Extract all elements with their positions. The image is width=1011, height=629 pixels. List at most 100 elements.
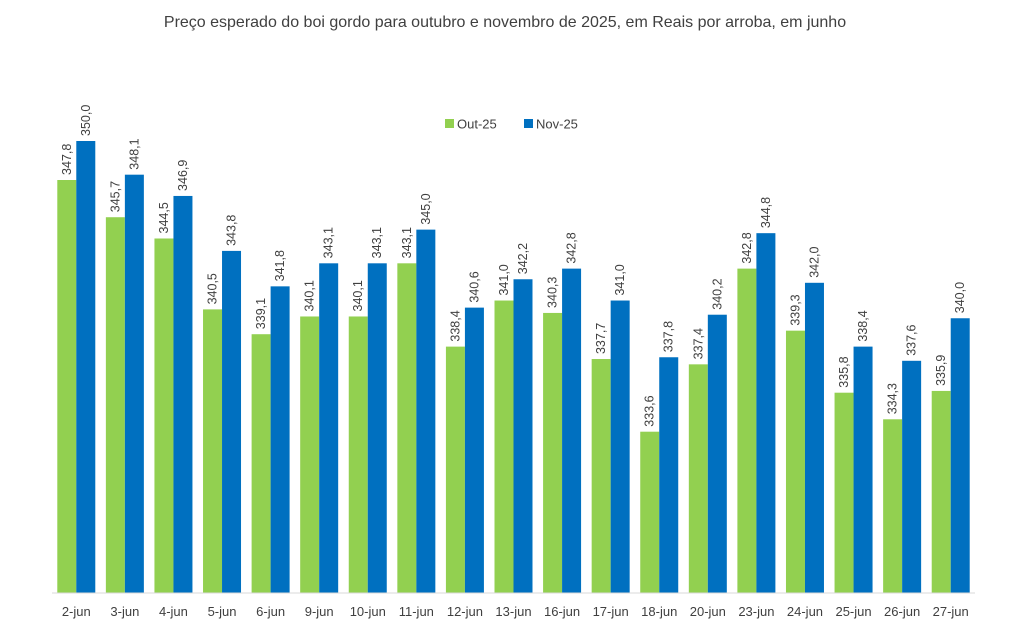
data-label-out-25-11-jun: 343,1 <box>400 227 414 258</box>
bar-out-25-3-jun <box>105 217 125 593</box>
data-label-out-25-5-jun: 340,5 <box>206 273 220 304</box>
data-label-nov-25-2-jun: 350,0 <box>79 105 93 136</box>
x-tick-label-27-jun: 27-jun <box>933 604 969 619</box>
data-label-nov-25-6-jun: 341,8 <box>273 250 287 281</box>
bar-out-25-17-jun <box>591 359 611 593</box>
bar-nov-25-12-jun <box>464 307 484 593</box>
data-label-nov-25-4-jun: 346,9 <box>176 160 190 191</box>
data-label-out-25-27-jun: 335,9 <box>934 355 948 386</box>
x-tick-label-24-jun: 24-jun <box>787 604 823 619</box>
bar-out-25-13-jun <box>494 300 514 593</box>
x-tick-label-4-jun: 4-jun <box>159 604 188 619</box>
bar-out-25-27-jun <box>931 390 951 593</box>
data-label-out-25-26-jun: 334,3 <box>886 383 900 414</box>
x-tick-label-16-jun: 16-jun <box>544 604 580 619</box>
x-tick-labels-group: 2-jun 3-jun 4-jun 5-jun 6-jun 9-jun 10-jun 11-j… <box>62 604 969 619</box>
bar-nov-25-2-jun <box>76 141 96 593</box>
data-label-out-25-10-jun: 340,1 <box>351 280 365 311</box>
data-label-out-25-2-jun: 347,8 <box>60 144 74 175</box>
bar-out-25-20-jun <box>688 364 708 593</box>
data-label-out-25-12-jun: 338,4 <box>448 310 462 341</box>
x-tick-label-17-jun: 17-jun <box>593 604 629 619</box>
bar-nov-25-18-jun <box>659 357 679 593</box>
x-tick-label-13-jun: 13-jun <box>495 604 531 619</box>
bar-out-25-23-jun <box>737 268 757 593</box>
bar-out-25-25-jun <box>834 392 854 593</box>
x-tick-label-23-jun: 23-jun <box>738 604 774 619</box>
x-tick-label-11-jun: 11-jun <box>399 604 434 619</box>
data-labels-group: 347,8 350,0 345,7 348,1 344,5 346,9 340,5 343,8… <box>60 105 967 427</box>
bar-nov-25-17-jun <box>610 300 630 593</box>
data-label-nov-25-26-jun: 337,6 <box>905 324 919 355</box>
bar-out-25-16-jun <box>543 312 563 593</box>
bar-out-25-18-jun <box>640 431 660 593</box>
bar-out-25-2-jun <box>57 180 77 593</box>
bar-out-25-26-jun <box>883 419 903 593</box>
data-label-nov-25-10-jun: 343,1 <box>370 227 384 258</box>
bar-nov-25-23-jun <box>756 233 776 594</box>
x-tick-label-18-jun: 18-jun <box>641 604 677 619</box>
bar-nov-25-9-jun <box>319 263 339 593</box>
x-tick-label-20-jun: 20-jun <box>690 604 726 619</box>
bar-nov-25-4-jun <box>173 195 193 593</box>
data-label-nov-25-12-jun: 340,6 <box>467 271 481 302</box>
data-label-out-25-4-jun: 344,5 <box>157 202 171 233</box>
data-label-out-25-9-jun: 340,1 <box>303 280 317 311</box>
bar-nov-25-16-jun <box>562 268 582 593</box>
bar-out-25-5-jun <box>203 309 223 593</box>
data-label-nov-25-11-jun: 345,0 <box>419 193 433 224</box>
data-label-out-25-16-jun: 340,3 <box>546 277 560 308</box>
data-label-nov-25-25-jun: 338,4 <box>856 310 870 341</box>
bar-nov-25-27-jun <box>950 318 970 593</box>
bar-out-25-12-jun <box>445 346 465 593</box>
bars-group <box>57 141 970 594</box>
bar-out-25-11-jun <box>397 263 417 593</box>
bar-nov-25-20-jun <box>707 314 727 593</box>
bar-nov-25-24-jun <box>804 282 824 593</box>
x-tick-label-10-jun: 10-jun <box>350 604 386 619</box>
data-label-out-25-13-jun: 341,0 <box>497 264 511 295</box>
bar-nov-25-5-jun <box>222 250 242 593</box>
x-tick-label-5-jun: 5-jun <box>208 604 237 619</box>
bar-nov-25-11-jun <box>416 229 436 593</box>
bar-nov-25-25-jun <box>853 346 873 593</box>
bar-out-25-24-jun <box>785 330 805 593</box>
bar-out-25-6-jun <box>251 334 271 593</box>
data-label-nov-25-17-jun: 341,0 <box>613 264 627 295</box>
legend: Out-25 Nov-25 <box>445 117 578 132</box>
bar-out-25-9-jun <box>300 316 320 593</box>
chart-title: Preço esperado do boi gordo para outubro… <box>164 14 846 31</box>
bar-nov-25-26-jun <box>902 360 922 593</box>
data-label-out-25-17-jun: 337,7 <box>594 323 608 354</box>
data-label-nov-25-9-jun: 343,1 <box>322 227 336 258</box>
data-label-out-25-25-jun: 335,8 <box>837 356 851 387</box>
data-label-nov-25-18-jun: 337,8 <box>662 321 676 352</box>
legend-label-out-25: Out-25 <box>457 117 497 132</box>
bar-nov-25-6-jun <box>270 286 290 593</box>
data-label-nov-25-13-jun: 342,2 <box>516 243 530 274</box>
bar-out-25-10-jun <box>348 316 368 593</box>
data-label-nov-25-23-jun: 344,8 <box>759 197 773 228</box>
legend-label-nov-25: Nov-25 <box>536 117 578 132</box>
data-label-nov-25-5-jun: 343,8 <box>225 215 239 246</box>
data-label-nov-25-3-jun: 348,1 <box>127 138 141 169</box>
data-label-out-25-23-jun: 342,8 <box>740 232 754 263</box>
x-tick-label-12-jun: 12-jun <box>447 604 483 619</box>
data-label-out-25-3-jun: 345,7 <box>108 181 122 212</box>
legend-swatch-nov-25 <box>524 119 533 128</box>
data-label-out-25-6-jun: 339,1 <box>254 298 268 329</box>
bar-nov-25-10-jun <box>367 263 387 593</box>
x-tick-label-25-jun: 25-jun <box>835 604 871 619</box>
data-label-nov-25-20-jun: 340,2 <box>710 278 724 309</box>
x-tick-label-3-jun: 3-jun <box>110 604 139 619</box>
x-tick-label-9-jun: 9-jun <box>305 604 334 619</box>
data-label-out-25-20-jun: 337,4 <box>691 328 705 359</box>
data-label-nov-25-24-jun: 342,0 <box>807 246 821 277</box>
data-label-out-25-18-jun: 333,6 <box>643 395 657 426</box>
data-label-nov-25-16-jun: 342,8 <box>565 232 579 263</box>
bar-nov-25-3-jun <box>124 174 144 593</box>
bar-nov-25-13-jun <box>513 279 533 593</box>
x-tick-label-2-jun: 2-jun <box>62 604 91 619</box>
x-tick-label-6-jun: 6-jun <box>256 604 285 619</box>
